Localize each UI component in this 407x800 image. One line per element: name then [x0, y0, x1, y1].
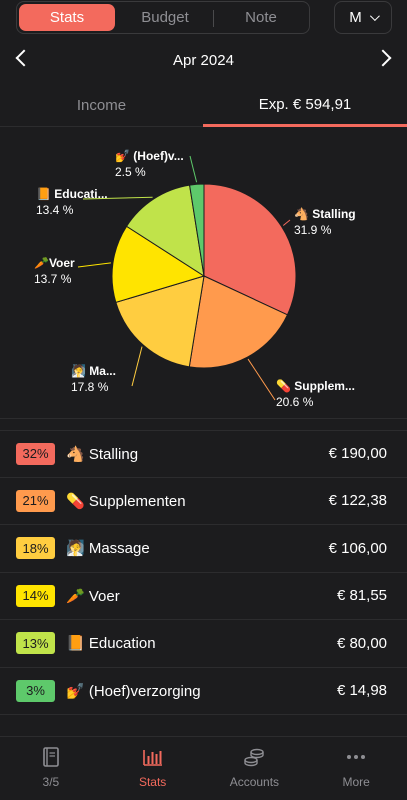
nav-item-more[interactable]: More	[305, 737, 407, 800]
nav-label: 3/5	[42, 775, 60, 789]
pie-label-voer: 🥕Voer 13.7 %	[34, 256, 75, 286]
leader-line-education	[82, 196, 153, 200]
coins-icon	[244, 748, 265, 767]
leader-line-massage	[131, 346, 143, 387]
pie-slice-education[interactable]	[125, 184, 205, 278]
pie-slice-voer[interactable]	[111, 225, 206, 304]
pie-slice-massage[interactable]	[115, 275, 205, 368]
category-list: 32% 🐴 Stalling € 190,00 21% 💊 Supplement…	[0, 430, 407, 715]
divider	[0, 418, 407, 419]
category-label: 🥕 Voer	[66, 587, 120, 605]
list-item[interactable]: 18% 🧖 Massage € 106,00	[0, 525, 407, 573]
list-item[interactable]: 32% 🐴 Stalling € 190,00	[0, 430, 407, 478]
tab-note[interactable]: Note	[213, 2, 309, 33]
category-amount: € 122,38	[328, 492, 387, 510]
category-amount: € 80,00	[336, 634, 387, 652]
period-value: M	[349, 9, 362, 26]
tab-budget[interactable]: Budget	[141, 9, 189, 26]
percent-badge: 32%	[16, 442, 55, 465]
category-amount: € 81,55	[336, 587, 387, 605]
nav-label: More	[342, 775, 370, 789]
pie-label-education: 📙 Educati... 13.4 %	[36, 187, 108, 217]
month-navigation: Apr 2024	[0, 44, 407, 78]
pie-chart-svg	[77, 155, 297, 401]
pie-label-hoefverzorging: 💅 (Hoef)v... 2.5 %	[115, 149, 184, 179]
category-label: 💊 Supplementen	[66, 492, 186, 510]
pie-label-massage: 🧖 Ma... 17.8 %	[71, 364, 116, 394]
pie-label-supplementen: 💊 Supplem... 20.6 %	[276, 379, 355, 409]
tab-expense[interactable]: Exp. € 594,91	[203, 84, 407, 127]
nav-item-book[interactable]: 3/5	[0, 737, 102, 800]
leader-line-supplementen	[247, 358, 276, 401]
pie-slice-hoefverzorging[interactable]	[189, 183, 205, 277]
nav-label: Stats	[138, 775, 167, 789]
period-select[interactable]: M	[334, 1, 392, 34]
type-tabs: Income Exp. € 594,91	[0, 84, 407, 127]
pie-slice-stalling[interactable]	[203, 183, 297, 316]
category-label: 🐴 Stalling	[66, 445, 139, 463]
top-bar: Stats Budget Note M	[0, 0, 407, 40]
nav-label: Accounts	[229, 775, 280, 789]
list-item[interactable]: 14% 🥕 Voer € 81,55	[0, 573, 407, 620]
percent-badge: 3%	[16, 679, 55, 702]
tab-income[interactable]: Income	[76, 97, 127, 114]
bar-chart-icon	[142, 750, 162, 766]
chevron-down-icon	[369, 11, 380, 22]
percent-badge: 13%	[16, 632, 55, 655]
more-icon	[347, 755, 366, 759]
percent-badge: 14%	[16, 584, 55, 607]
view-segmented-control: Stats Budget Note	[16, 1, 310, 34]
percent-badge: 18%	[16, 537, 55, 560]
category-amount: € 106,00	[328, 539, 387, 557]
nav-item-accounts[interactable]: Accounts	[204, 737, 306, 800]
category-label: 🧖 Massage	[66, 540, 150, 558]
leader-line-voer	[77, 262, 111, 268]
pie-slice-supplementen[interactable]	[188, 275, 289, 369]
list-item[interactable]: 3% 💅 (Hoef)verzorging € 14,98	[0, 668, 407, 715]
book-icon	[43, 747, 59, 767]
category-label: 💅 (Hoef)verzorging	[66, 682, 201, 700]
month-label: Apr 2024	[173, 52, 234, 69]
list-item[interactable]: 21% 💊 Supplementen € 122,38	[0, 478, 407, 525]
pie-label-stalling: 🐴 Stalling 31.9 %	[294, 207, 356, 237]
category-label: 📙 Education	[66, 635, 156, 653]
bottom-navigation: 3/5 Stats Accounts More	[0, 736, 407, 800]
pie-chart: 🐴 Stalling 31.9 % 💊 Supplem... 20.6 % 🧖 …	[0, 128, 407, 418]
percent-badge: 21%	[16, 489, 55, 512]
category-amount: € 190,00	[328, 445, 387, 463]
tab-stats[interactable]: Stats	[19, 4, 115, 31]
nav-item-stats[interactable]: Stats	[102, 737, 204, 800]
leader-line-hoefverzorging	[189, 155, 198, 183]
category-amount: € 14,98	[336, 682, 387, 700]
list-item[interactable]: 13% 📙 Education € 80,00	[0, 620, 407, 668]
leader-line-stalling	[282, 219, 291, 226]
